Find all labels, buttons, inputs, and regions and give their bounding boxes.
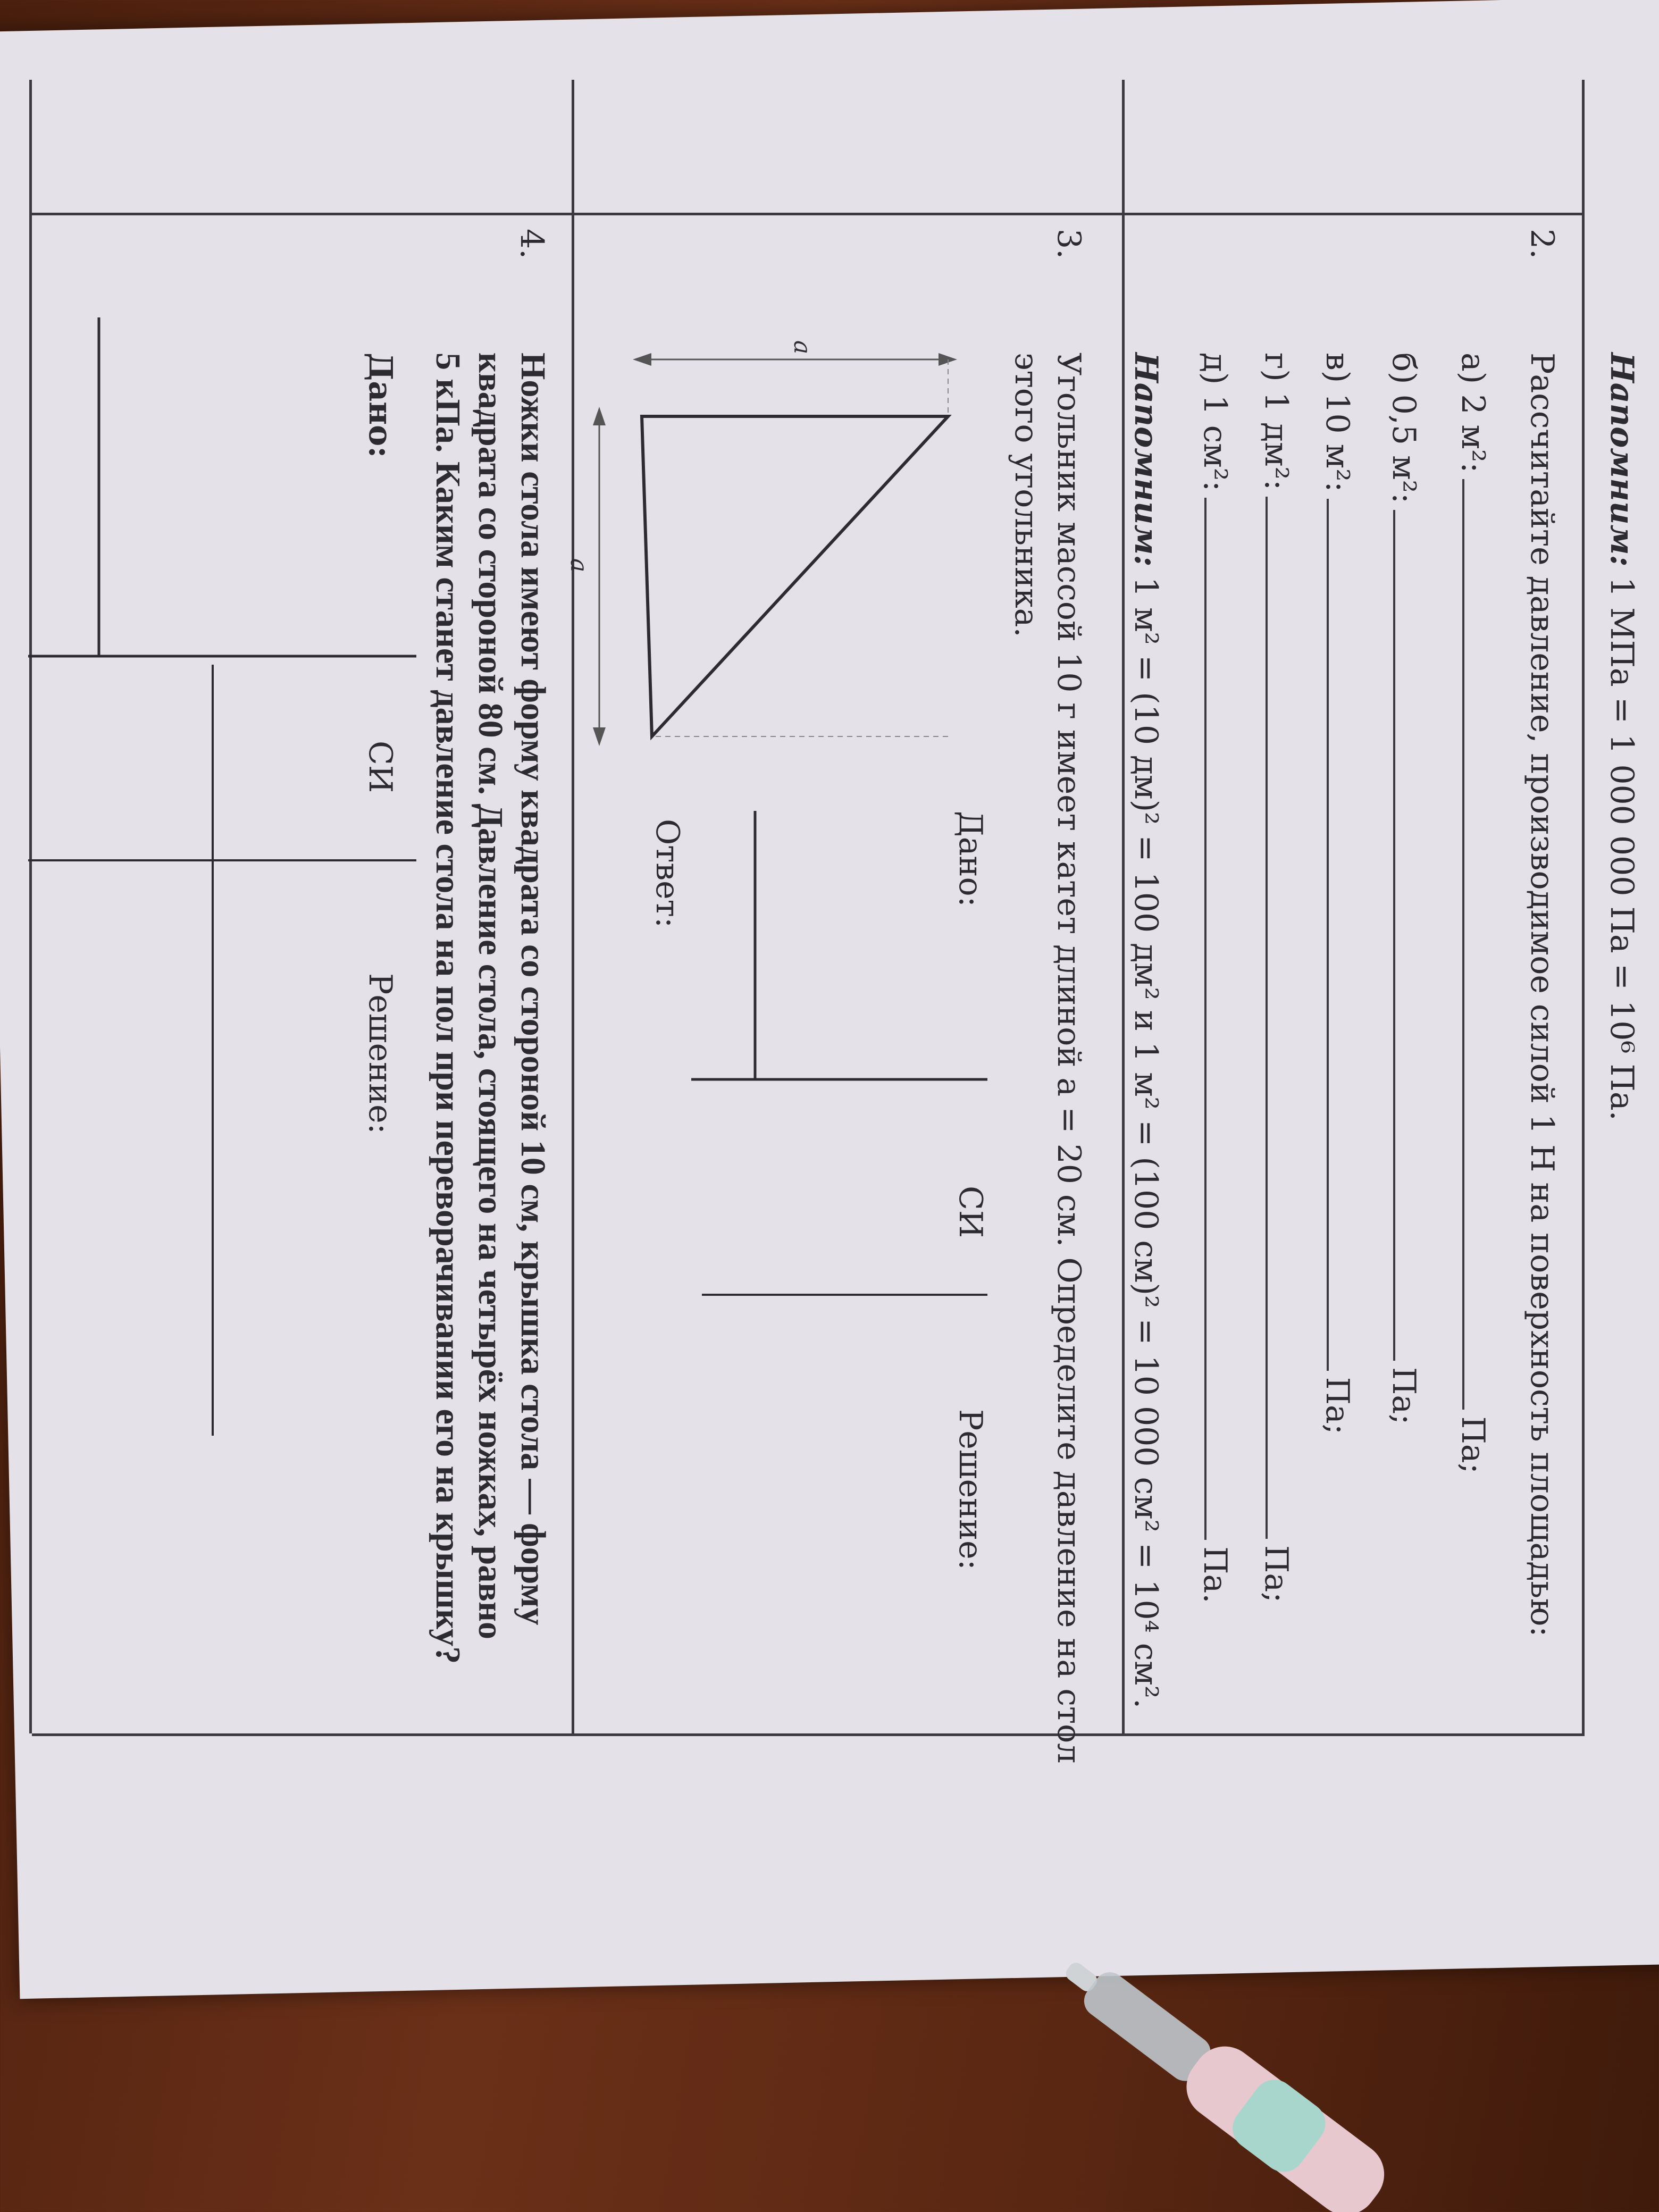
triangle-ruler bbox=[640, 415, 952, 741]
pen-icon bbox=[1066, 1963, 1385, 2212]
arrowhead bbox=[593, 727, 606, 746]
arrowhead bbox=[593, 407, 606, 425]
arrowhead bbox=[633, 353, 651, 366]
